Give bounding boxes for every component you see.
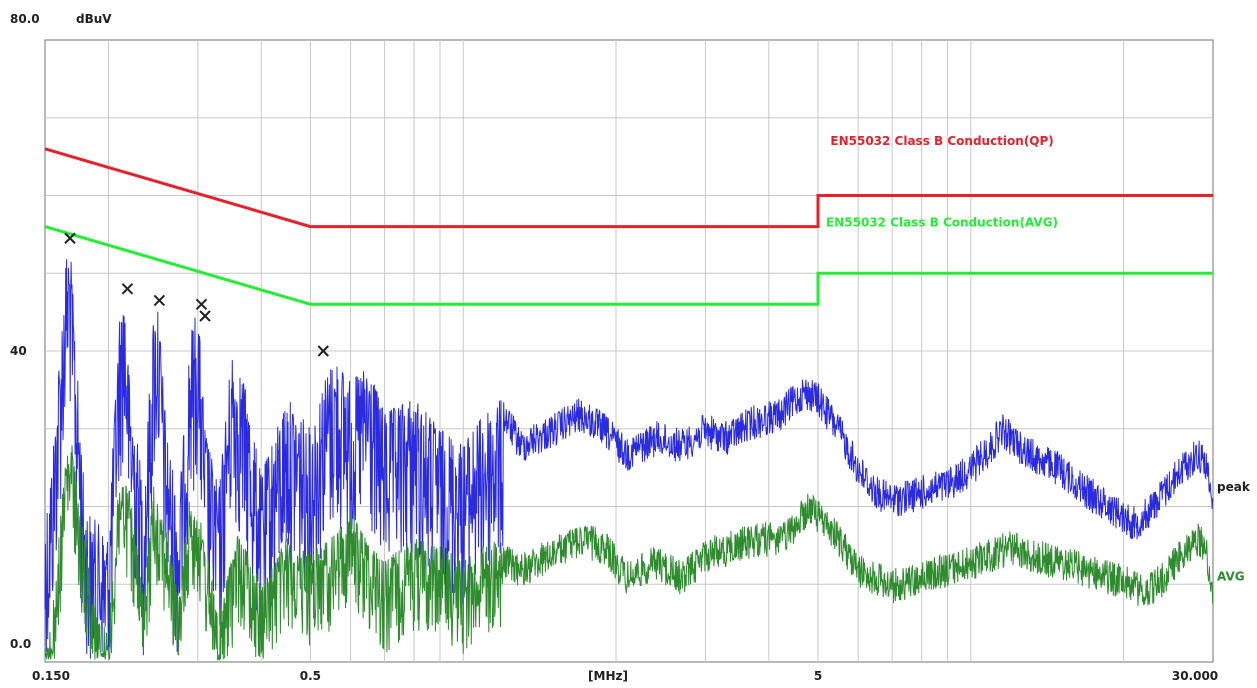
y-tick-label: 0.0 bbox=[10, 637, 31, 651]
peak-marker bbox=[317, 345, 329, 357]
y-tick-label: 80.0 bbox=[10, 12, 40, 26]
series-layer bbox=[44, 259, 1214, 661]
y-tick-label: 40 bbox=[10, 344, 27, 358]
labels: dBuV [MHz] peak AVG 0.150 0.5 5 30.000 80.0 40 0… bbox=[10, 12, 1251, 683]
limit-label-avg: EN55032 Class B Conduction(AVG) bbox=[826, 216, 1058, 230]
peak-marker bbox=[121, 283, 134, 295]
limit-lines: EN55032 Class B Conduction(QP) EN55032 Cl… bbox=[44, 134, 1213, 306]
peak-marker bbox=[195, 298, 208, 311]
limit-label-qp: EN55032 Class B Conduction(QP) bbox=[830, 134, 1053, 148]
peak-marker bbox=[153, 294, 166, 307]
x-tick-label: 0.5 bbox=[300, 669, 321, 683]
series-avg-trace bbox=[44, 445, 1214, 661]
x-tick-label: 30.000 bbox=[1172, 669, 1218, 683]
limit-line-qp bbox=[44, 147, 1213, 229]
peak-marker bbox=[64, 232, 76, 244]
series-avg-label: AVG bbox=[1217, 569, 1245, 583]
x-unit-label: [MHz] bbox=[588, 669, 628, 683]
x-tick-label: 0.150 bbox=[32, 669, 70, 683]
peak-markers bbox=[64, 232, 329, 357]
series-peak-label: peak bbox=[1217, 480, 1251, 494]
x-tick-label: 5 bbox=[814, 669, 822, 683]
limit-line-avg bbox=[44, 225, 1213, 306]
peak-marker bbox=[199, 310, 211, 322]
series-peak-trace bbox=[44, 259, 1214, 659]
y-unit-label: dBuV bbox=[76, 12, 112, 26]
